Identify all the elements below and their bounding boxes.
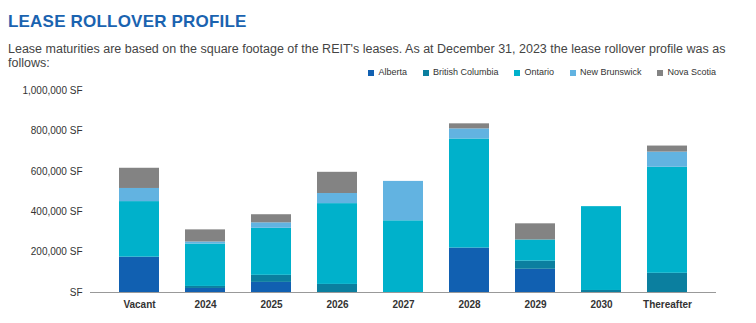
svg-text:2030: 2030	[590, 299, 613, 310]
svg-text:400,000 SF: 400,000 SF	[31, 206, 83, 217]
svg-text:SF: SF	[70, 287, 83, 298]
svg-text:Thereafter: Thereafter	[643, 299, 692, 310]
html-text:Lease maturities are based on: Lease maturities are based on the square…	[8, 42, 726, 70]
svg-text:1,000,000 SF: 1,000,000 SF	[22, 85, 82, 96]
svg-text:200,000 SF: 200,000 SF	[31, 246, 83, 257]
svg-text:800,000 SF: 800,000 SF	[31, 125, 83, 136]
svg-text:600,000 SF: 600,000 SF	[31, 166, 83, 177]
svg-text:2028: 2028	[458, 299, 481, 310]
html-text:British Columbia: British Columbia	[432, 67, 499, 77]
svg-text:2027: 2027	[392, 299, 415, 310]
html-text:Nova Scotia: Nova Scotia	[667, 67, 716, 77]
html-text:Ontario: Ontario	[524, 67, 554, 77]
html-text:Alberta: Alberta	[378, 67, 407, 77]
svg-text:2029: 2029	[524, 299, 547, 310]
svg-text:2025: 2025	[260, 299, 283, 310]
svg-text:Vacant: Vacant	[123, 299, 156, 310]
svg-text:2026: 2026	[326, 299, 349, 310]
svg-text:2024: 2024	[194, 299, 217, 310]
html-text:New Brunswick: New Brunswick	[580, 67, 642, 77]
html-text:LEASE ROLLOVER PROFILE: LEASE ROLLOVER PROFILE	[8, 12, 247, 31]
